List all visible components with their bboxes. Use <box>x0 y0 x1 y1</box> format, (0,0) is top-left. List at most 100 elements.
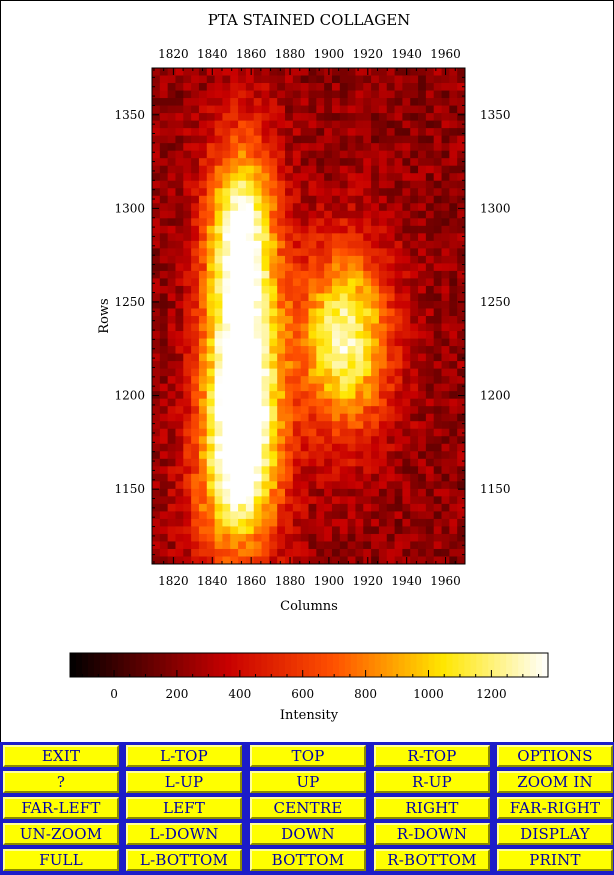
heatmap-cell <box>152 481 161 490</box>
heatmap-cell <box>152 331 161 339</box>
heatmap-cell <box>324 458 333 467</box>
colorbar-swatch <box>81 653 89 677</box>
heatmap-cell <box>214 391 223 400</box>
r-up-button[interactable]: R-UP <box>374 771 490 793</box>
heatmap-cell <box>316 128 325 137</box>
heatmap-cell <box>371 323 380 332</box>
heatmap-cell <box>238 391 247 400</box>
heatmap-cell <box>214 488 223 497</box>
heatmap-cell <box>386 293 395 302</box>
heatmap-cell <box>402 548 411 557</box>
heatmap-cell <box>285 300 294 309</box>
heatmap-cell <box>152 255 161 264</box>
heatmap-cell <box>191 481 200 490</box>
l-bottom-button[interactable]: L-BOTTOM <box>126 849 242 871</box>
heatmap-cell <box>331 135 341 144</box>
heatmap-cell <box>238 150 247 159</box>
down-button[interactable]: DOWN <box>250 823 366 845</box>
exit-button[interactable]: EXIT <box>3 745 119 767</box>
print-button[interactable]: PRINT <box>497 849 613 871</box>
heatmap-cell <box>191 105 200 114</box>
heatmap-cell <box>230 225 239 234</box>
heatmap-cell <box>191 278 200 287</box>
heatmap-cell <box>355 218 364 227</box>
heatmap-cell <box>433 225 442 234</box>
heatmap-cell <box>238 481 247 490</box>
l-down-button[interactable]: L-DOWN <box>126 823 242 845</box>
heatmap-cell <box>245 346 255 354</box>
heatmap-cell <box>433 556 442 565</box>
heatmap-cell <box>363 278 372 287</box>
heatmap-cell <box>285 496 294 505</box>
heatmap-cell <box>261 421 270 430</box>
heatmap-cell <box>425 90 435 99</box>
heatmap-cell <box>324 165 333 174</box>
heatmap-cell <box>410 233 419 242</box>
heatmap-cell <box>167 300 176 309</box>
l-top-button[interactable]: L-TOP <box>126 745 242 767</box>
bottom-button[interactable]: BOTTOM <box>250 849 366 871</box>
centre-button[interactable]: CENTRE <box>250 797 366 819</box>
l-up-button[interactable]: L-UP <box>126 771 242 793</box>
heatmap-cell <box>449 195 458 204</box>
r-top-button[interactable]: R-TOP <box>374 745 490 767</box>
heatmap-cell <box>183 368 192 377</box>
heatmap-cell <box>191 210 200 219</box>
heatmap-cell <box>261 511 270 520</box>
heatmap-cell <box>425 285 435 294</box>
heatmap-cell <box>308 383 317 392</box>
heatmap-cell <box>386 503 395 512</box>
help-button[interactable]: ? <box>3 771 119 793</box>
heatmap-cell <box>355 503 364 512</box>
heatmap-cell <box>425 308 435 317</box>
heatmap-cell <box>433 541 442 550</box>
heatmap-cell <box>316 421 325 430</box>
zoom-in-button[interactable]: ZOOM IN <box>497 771 613 793</box>
heatmap-cell <box>214 143 223 152</box>
un-zoom-button[interactable]: UN-ZOOM <box>3 823 119 845</box>
heatmap-cell <box>222 90 231 99</box>
up-button[interactable]: UP <box>250 771 366 793</box>
display-button[interactable]: DISPLAY <box>497 823 613 845</box>
heatmap-cell <box>339 158 349 167</box>
r-bottom-button[interactable]: R-BOTTOM <box>374 849 490 871</box>
heatmap-cell <box>261 270 270 279</box>
heatmap-cell <box>449 218 458 227</box>
heatmap-cell <box>418 263 427 272</box>
heatmap-cell <box>433 278 442 287</box>
options-button[interactable]: OPTIONS <box>497 745 613 767</box>
heatmap-cell <box>183 511 192 520</box>
r-down-button[interactable]: R-DOWN <box>374 823 490 845</box>
top-button[interactable]: TOP <box>250 745 366 767</box>
heatmap-cell <box>175 443 184 452</box>
heatmap-cell <box>347 203 356 212</box>
heatmap-cell <box>253 511 262 520</box>
heatmap-cell <box>308 428 317 437</box>
heatmap-cell <box>261 451 270 460</box>
heatmap-cell <box>347 428 356 437</box>
left-button[interactable]: LEFT <box>126 797 242 819</box>
heatmap-cell <box>363 143 372 152</box>
heatmap-cell <box>277 105 286 114</box>
heatmap-cell <box>285 473 294 482</box>
heatmap-cell <box>230 451 239 460</box>
heatmap-cell <box>183 158 192 167</box>
heatmap-cell <box>238 83 247 91</box>
heatmap-cell <box>418 255 427 264</box>
heatmap-cell <box>222 225 231 234</box>
far-left-button[interactable]: FAR-LEFT <box>3 797 119 819</box>
heatmap-cell <box>433 443 442 452</box>
far-right-button[interactable]: FAR-RIGHT <box>497 797 613 819</box>
heatmap-cell <box>261 338 270 347</box>
full-button[interactable]: FULL <box>3 849 119 871</box>
heatmap-cell <box>339 83 349 91</box>
heatmap-cell <box>152 240 161 249</box>
heatmap-cell <box>425 376 435 385</box>
right-button[interactable]: RIGHT <box>374 797 490 819</box>
colorbar-swatch <box>225 653 232 677</box>
heatmap-cell <box>386 285 395 294</box>
heatmap-cell <box>269 376 278 385</box>
heatmap-cell <box>316 473 325 482</box>
colorbar <box>70 653 549 677</box>
heatmap-cell <box>410 240 419 249</box>
